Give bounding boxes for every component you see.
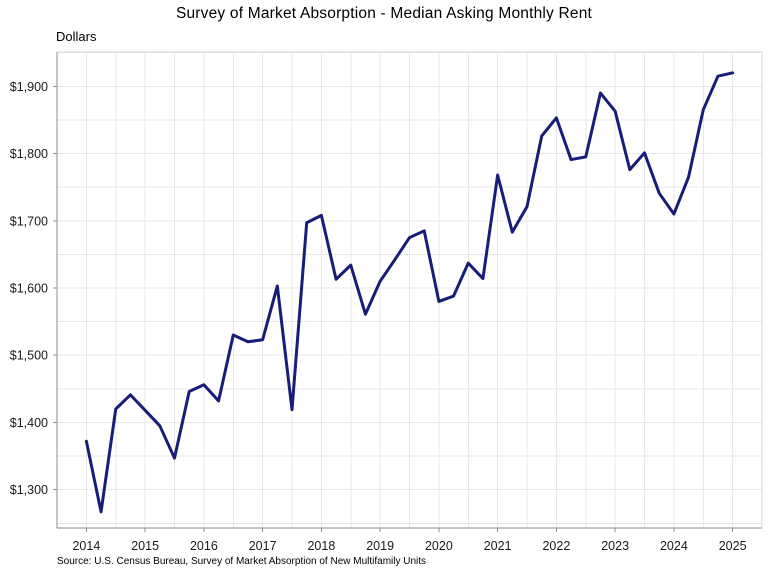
x-tick-label: 2015 — [131, 539, 159, 553]
y-tick-label: $1,400 — [10, 416, 48, 430]
y-tick-label: $1,300 — [10, 483, 48, 497]
y-tick-label: $1,700 — [10, 214, 48, 228]
y-tick-label: $1,800 — [10, 147, 48, 161]
x-tick-label: 2017 — [249, 539, 277, 553]
chart-title: Survey of Market Absorption - Median Ask… — [175, 5, 593, 22]
x-tick-label: 2019 — [366, 539, 394, 553]
source-note: Source: U.S. Census Bureau, Survey of Ma… — [57, 556, 427, 567]
x-tick-label: 2016 — [190, 539, 218, 553]
x-tick-label: 2014 — [72, 539, 100, 553]
x-tick-label: 2018 — [307, 539, 335, 553]
y-axis-unit-label: Dollars — [56, 29, 97, 44]
rent-line-series — [84, 71, 735, 514]
y-tick-label: $1,500 — [10, 349, 48, 363]
y-tick-label: $1,600 — [10, 281, 48, 295]
y-tick-label: $1,900 — [10, 80, 48, 94]
x-tick-label: 2020 — [425, 539, 453, 553]
x-tick-label: 2022 — [542, 539, 570, 553]
x-tick-label: 2021 — [484, 539, 512, 553]
x-tick-label: 2024 — [660, 539, 688, 553]
x-tick-label: 2025 — [719, 539, 747, 553]
x-tick-label: 2023 — [601, 539, 629, 553]
